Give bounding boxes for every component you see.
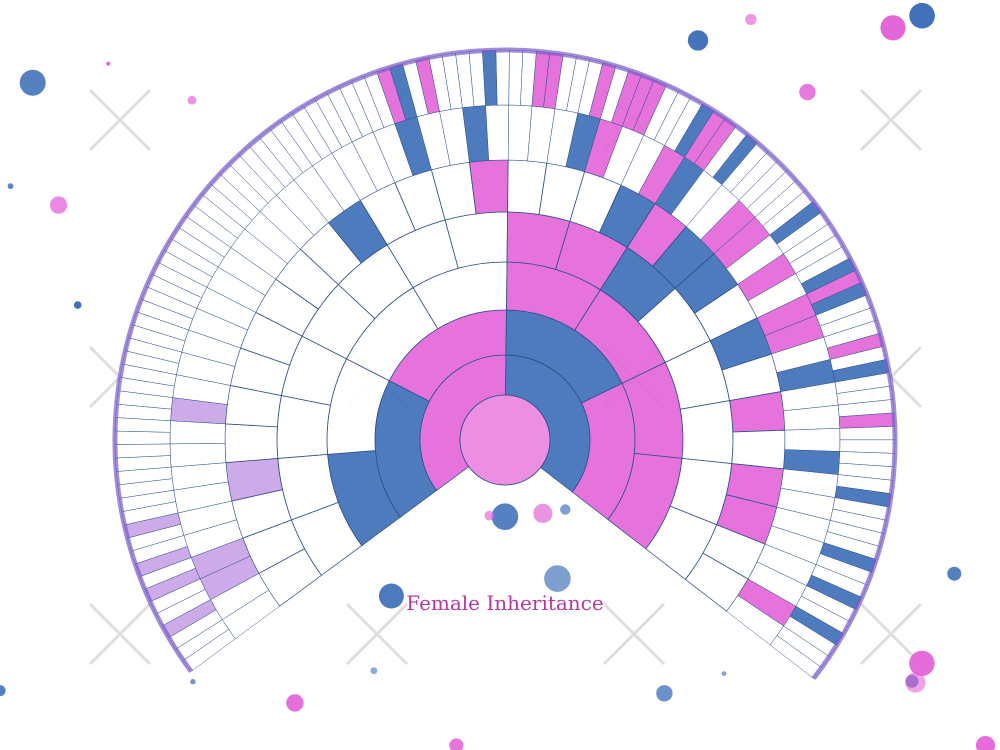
paint-dot <box>880 15 906 41</box>
fan-cell <box>224 423 279 464</box>
paint-dot <box>0 685 6 697</box>
paint-dot <box>491 503 519 530</box>
watermark-cross <box>859 88 923 152</box>
paint-dot <box>190 679 196 685</box>
paint-dot <box>560 504 571 515</box>
fan-cell <box>114 430 171 445</box>
watermark-cross <box>88 602 152 666</box>
artwork-title: Female Inheritance <box>406 591 603 615</box>
fan-center <box>459 394 551 486</box>
fan-cell <box>169 443 227 468</box>
paint-dot <box>975 736 996 750</box>
paint-dot <box>745 13 757 26</box>
fan-cell <box>485 104 510 161</box>
fan-cell <box>114 443 171 459</box>
watermark-cross <box>88 88 152 152</box>
watermark-cross <box>345 602 409 666</box>
fan-outline <box>112 47 898 681</box>
fan-cell <box>169 420 226 445</box>
paint-dot <box>286 694 304 712</box>
paint-dot <box>378 583 404 609</box>
watermark-cross <box>602 602 666 666</box>
paint-dot <box>106 61 111 66</box>
paint-dot <box>7 183 14 190</box>
paint-dot <box>909 2 935 29</box>
paint-dot <box>73 301 82 309</box>
fan-cell <box>784 428 841 452</box>
paint-dot <box>905 672 926 693</box>
fan-cell <box>839 439 896 454</box>
paint-dot <box>19 69 46 96</box>
paint-dot <box>533 503 553 523</box>
watermark-cross <box>859 602 923 666</box>
fan-cell <box>469 159 509 215</box>
fan-cell <box>839 426 896 441</box>
paint-dot <box>187 95 197 105</box>
paint-dot <box>544 565 571 592</box>
paint-dot <box>799 83 816 101</box>
paint-dot <box>370 667 378 675</box>
fan-cell <box>731 429 786 470</box>
paint-dot <box>909 650 935 677</box>
paint-dot <box>49 196 68 214</box>
fan-cell <box>679 400 734 465</box>
fan-chart <box>112 47 898 681</box>
paint-dot <box>656 685 673 702</box>
fan-cell <box>276 395 331 459</box>
paint-dot <box>721 671 727 676</box>
paint-dot <box>449 738 464 750</box>
paint-dot <box>947 566 962 581</box>
paint-dot <box>687 30 709 51</box>
paint-dot <box>484 510 495 521</box>
fan-cell <box>495 49 510 106</box>
